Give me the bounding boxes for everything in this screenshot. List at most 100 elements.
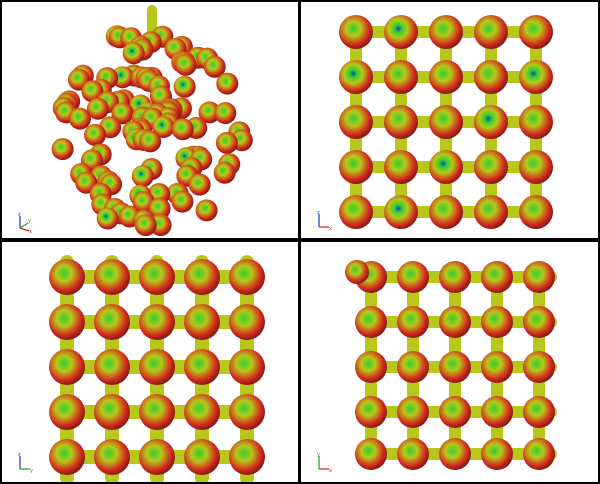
sphere-atom bbox=[214, 102, 237, 125]
sphere-atom bbox=[229, 349, 265, 385]
sphere-atom bbox=[139, 349, 175, 385]
sphere-atom bbox=[184, 349, 220, 385]
sphere-atom bbox=[139, 439, 175, 475]
sphere-atom bbox=[198, 101, 221, 124]
sphere-atom bbox=[481, 261, 513, 293]
sphere-atom bbox=[397, 306, 429, 338]
sphere-atom bbox=[481, 306, 513, 338]
sphere-atom bbox=[184, 259, 220, 295]
sphere-atom bbox=[195, 199, 218, 222]
sphere-atom bbox=[96, 207, 119, 230]
sphere-atom bbox=[519, 150, 553, 184]
sphere-atom bbox=[474, 195, 508, 229]
sphere-atom bbox=[339, 195, 373, 229]
sphere-atom bbox=[397, 396, 429, 428]
axis-label-y: y bbox=[28, 218, 31, 224]
top-sphere-lattice[interactable] bbox=[301, 242, 598, 482]
sphere-atom bbox=[397, 351, 429, 383]
sphere-atom bbox=[229, 394, 265, 430]
sphere-atom bbox=[474, 150, 508, 184]
sphere-atom bbox=[203, 55, 226, 78]
sphere-atom bbox=[384, 60, 418, 94]
sphere-atom bbox=[523, 351, 555, 383]
sphere-atom bbox=[216, 72, 239, 95]
sphere-atom bbox=[51, 138, 74, 161]
sphere-atom bbox=[474, 15, 508, 49]
sphere-atom bbox=[49, 394, 85, 430]
sphere-atom bbox=[519, 105, 553, 139]
sphere-atom bbox=[184, 394, 220, 430]
sphere-atom bbox=[213, 161, 236, 184]
sphere-atom bbox=[429, 150, 463, 184]
sphere-atom bbox=[384, 195, 418, 229]
sphere-atom bbox=[523, 306, 555, 338]
axis-label-x: x bbox=[29, 229, 32, 234]
sphere-atom bbox=[81, 80, 104, 103]
axis-triad-icon: z x bbox=[313, 210, 335, 232]
sphere-atom bbox=[345, 260, 369, 284]
sphere-atom bbox=[439, 396, 471, 428]
sphere-atom bbox=[188, 173, 211, 196]
sphere-atom bbox=[481, 351, 513, 383]
sphere-atom bbox=[139, 394, 175, 430]
side-sphere-lattice[interactable] bbox=[2, 242, 298, 482]
sphere-atom bbox=[139, 259, 175, 295]
sphere-atom bbox=[397, 438, 429, 470]
sphere-atom bbox=[355, 438, 387, 470]
sphere-atom bbox=[49, 259, 85, 295]
sphere-atom bbox=[439, 261, 471, 293]
sphere-atom bbox=[94, 394, 130, 430]
sphere-atom bbox=[173, 75, 196, 98]
sphere-atom bbox=[229, 304, 265, 340]
axis-triad-icon: z y x bbox=[14, 212, 36, 235]
sphere-atom bbox=[439, 306, 471, 338]
sphere-atom bbox=[481, 438, 513, 470]
sphere-atom bbox=[429, 105, 463, 139]
sphere-atom bbox=[523, 438, 555, 470]
sphere-atom bbox=[439, 438, 471, 470]
axis-label-z: z bbox=[18, 212, 21, 218]
sphere-atom bbox=[339, 150, 373, 184]
sphere-atom bbox=[523, 261, 555, 293]
sphere-atom bbox=[474, 60, 508, 94]
sphere-atom bbox=[355, 306, 387, 338]
sphere-atom bbox=[171, 118, 194, 141]
isometric-sphere-cluster[interactable] bbox=[2, 2, 298, 238]
sphere-atom bbox=[171, 190, 194, 213]
axis-label-x: x bbox=[329, 226, 332, 232]
sphere-atom bbox=[86, 97, 109, 120]
viewport-isometric[interactable]: z y x bbox=[2, 2, 298, 238]
sphere-atom bbox=[122, 42, 145, 65]
sphere-atom bbox=[94, 304, 130, 340]
sphere-atom bbox=[49, 439, 85, 475]
sphere-atom bbox=[94, 349, 130, 385]
sphere-atom bbox=[84, 123, 107, 146]
sphere-atom bbox=[397, 261, 429, 293]
sphere-atom bbox=[134, 214, 157, 237]
viewport-side[interactable]: z y bbox=[2, 242, 298, 482]
sphere-atom bbox=[519, 60, 553, 94]
sphere-atom bbox=[68, 107, 91, 130]
sphere-atom bbox=[139, 304, 175, 340]
sphere-atom bbox=[429, 195, 463, 229]
viewport-front[interactable]: z x bbox=[301, 2, 598, 238]
sphere-atom bbox=[519, 15, 553, 49]
sphere-atom bbox=[94, 439, 130, 475]
viewport-top[interactable]: y x bbox=[301, 242, 598, 482]
sphere-atom bbox=[474, 105, 508, 139]
sphere-atom bbox=[148, 197, 171, 220]
sphere-atom bbox=[184, 304, 220, 340]
sphere-atom bbox=[49, 349, 85, 385]
sphere-atom bbox=[384, 150, 418, 184]
sphere-atom bbox=[429, 60, 463, 94]
sphere-atom bbox=[355, 351, 387, 383]
sphere-atom bbox=[339, 105, 373, 139]
axis-label-y: y bbox=[317, 452, 320, 458]
front-sphere-lattice[interactable] bbox=[301, 2, 598, 238]
sphere-atom bbox=[481, 396, 513, 428]
sphere-atom bbox=[229, 439, 265, 475]
axis-triad-icon: y x bbox=[313, 452, 335, 474]
sphere-atom bbox=[384, 15, 418, 49]
sphere-atom bbox=[355, 396, 387, 428]
